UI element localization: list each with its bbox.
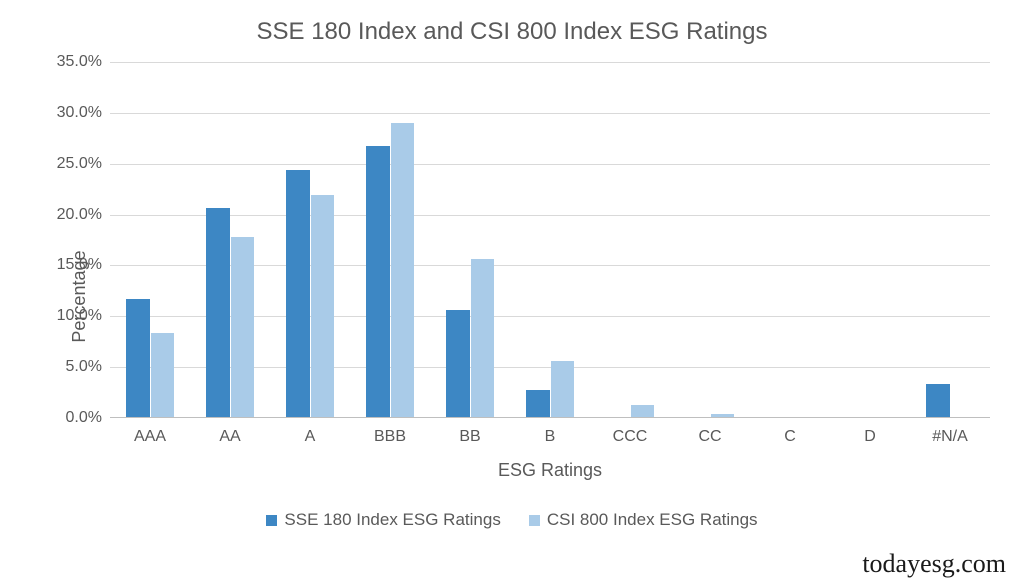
bar bbox=[286, 170, 310, 418]
x-tick-label: #N/A bbox=[932, 418, 968, 446]
legend-label: CSI 800 Index ESG Ratings bbox=[547, 510, 758, 530]
bar bbox=[446, 310, 470, 418]
bar bbox=[206, 208, 230, 418]
x-tick-label: BB bbox=[459, 418, 480, 446]
y-tick-label: 5.0% bbox=[66, 358, 110, 376]
bar bbox=[926, 384, 950, 418]
bar bbox=[526, 390, 550, 418]
y-tick-label: 10.0% bbox=[57, 307, 110, 325]
x-tick-label: B bbox=[545, 418, 556, 446]
legend-swatch bbox=[266, 515, 277, 526]
legend-item: CSI 800 Index ESG Ratings bbox=[529, 510, 758, 530]
chart-container: SSE 180 Index and CSI 800 Index ESG Rati… bbox=[0, 0, 1024, 585]
y-tick-label: 15.0% bbox=[57, 256, 110, 274]
bars-layer bbox=[110, 62, 990, 418]
bar bbox=[311, 195, 335, 418]
legend-label: SSE 180 Index ESG Ratings bbox=[284, 510, 500, 530]
bar bbox=[366, 146, 390, 418]
y-tick-label: 30.0% bbox=[57, 104, 110, 122]
plot-area: Percentage 0.0%5.0%10.0%15.0%20.0%25.0%3… bbox=[110, 62, 990, 418]
x-tick-label: A bbox=[305, 418, 316, 446]
x-tick-label: D bbox=[864, 418, 876, 446]
chart-title: SSE 180 Index and CSI 800 Index ESG Rati… bbox=[0, 18, 1024, 46]
legend-item: SSE 180 Index ESG Ratings bbox=[266, 510, 500, 530]
y-tick-label: 20.0% bbox=[57, 206, 110, 224]
legend: SSE 180 Index ESG Ratings CSI 800 Index E… bbox=[0, 510, 1024, 531]
bar bbox=[391, 123, 415, 418]
y-tick-label: 35.0% bbox=[57, 53, 110, 71]
x-axis-title: ESG Ratings bbox=[498, 460, 602, 481]
bar bbox=[471, 259, 495, 418]
x-tick-label: CCC bbox=[613, 418, 648, 446]
x-tick-label: CC bbox=[698, 418, 721, 446]
x-tick-label: AA bbox=[219, 418, 240, 446]
bar bbox=[551, 361, 575, 418]
bar bbox=[151, 333, 175, 418]
bar bbox=[126, 299, 150, 418]
y-tick-label: 25.0% bbox=[57, 155, 110, 173]
y-tick-label: 0.0% bbox=[66, 409, 110, 427]
x-tick-label: AAA bbox=[134, 418, 166, 446]
legend-swatch bbox=[529, 515, 540, 526]
watermark-text: todayesg.com bbox=[862, 549, 1006, 579]
x-tick-label: C bbox=[784, 418, 796, 446]
x-tick-label: BBB bbox=[374, 418, 406, 446]
bar bbox=[231, 237, 255, 418]
